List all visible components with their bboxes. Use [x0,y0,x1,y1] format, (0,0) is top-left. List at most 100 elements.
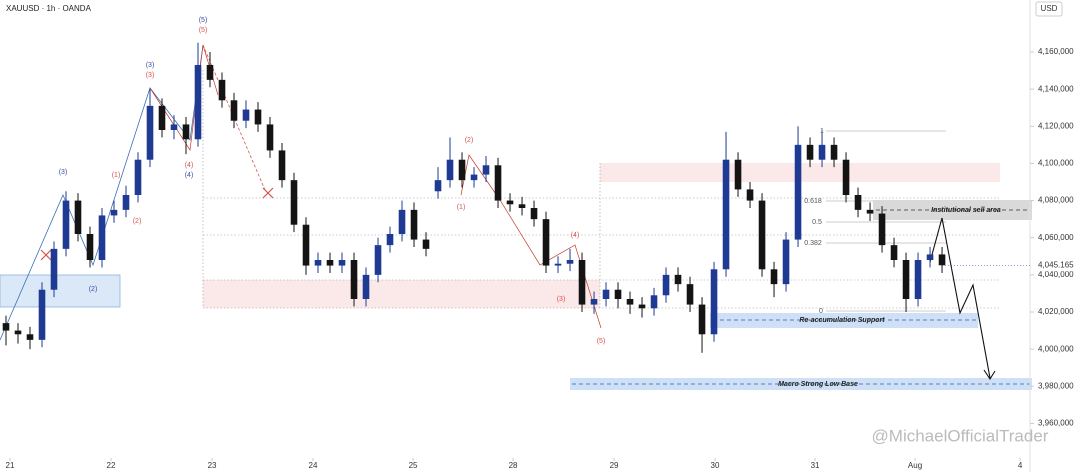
candle-body [170,124,178,130]
candle-body [434,180,442,192]
annotation: (2) [133,218,142,225]
x-tick-label: 28 [509,461,518,470]
candle-body [194,65,202,140]
candle-body [86,234,94,260]
x-tick-label: 31 [811,461,820,470]
candle-body [458,159,466,181]
candle-body [518,204,526,208]
candle-body [398,209,406,234]
currency-box [1035,1,1063,17]
y-tick-label: 4,140,000 [1038,84,1074,93]
candle-body [650,295,658,309]
candle-body [878,213,886,246]
candle-body [134,159,142,195]
candle-body [614,289,622,299]
candle-body [578,260,586,305]
x-tick-label: 29 [610,461,619,470]
candle-body [254,109,262,125]
candle-body [686,284,694,305]
annotation: (5) [199,17,208,24]
candle-body [410,209,418,240]
last-price-label: 4,045.165 [1038,260,1074,269]
candle-body [314,260,322,266]
candle-body [554,263,562,266]
candle-body [566,260,574,264]
candle-body [158,105,166,130]
y-tick-label: 4,060,000 [1038,233,1074,242]
candle-body [866,209,874,214]
candle-body [494,165,502,201]
candle-body [206,65,214,80]
candle-body [338,260,346,266]
candle-body [818,144,826,160]
candle-body [386,234,394,246]
zone-label: Macro Strong Low Base [778,381,858,388]
y-tick-label: 4,000,000 [1038,344,1074,353]
annotation: 0.382 [804,240,822,247]
annotation: (3) [557,296,566,303]
candle-body [302,224,310,266]
candle-body [446,159,454,181]
candle-body [794,144,802,240]
level-lines [202,70,1000,309]
x-tick-label: 23 [208,461,217,470]
candle-body [842,159,850,195]
candle-body [902,260,910,299]
annotation: 0 [819,308,823,315]
candle-body [638,304,646,309]
candle-body [938,254,946,266]
candle-body [914,260,922,299]
candle-body [326,260,334,266]
candle-body [782,239,790,285]
annotation: (3) [146,62,155,69]
candle-body [470,174,478,181]
candle-body [62,200,70,249]
x-tick-label: Aug [908,461,922,470]
wave-line [0,44,204,341]
candle-body [590,299,598,305]
cross-mark [40,187,274,261]
annotation: (1) [112,172,121,179]
chart-title: XAUUSD · 1h · OANDA [6,4,92,13]
annotation: (3) [146,72,155,79]
annotation: (2) [89,286,98,293]
candle-body [26,334,34,340]
candle-body [758,200,766,270]
y-tick-label: 4,120,000 [1038,121,1074,130]
projection-arrow [929,217,991,379]
candle-body [698,304,706,335]
candle-body [662,274,670,296]
annotation: (5) [199,27,208,34]
zone-label: Institutional sell area [931,207,1001,214]
x-tick-label: 21 [6,461,15,470]
candle-body [74,200,82,234]
y-tick-label: 4,020,000 [1038,307,1074,316]
zone-label: Re-accumulation Support [799,317,885,324]
candle-body [122,195,130,210]
candle-body [506,200,514,205]
watermark: @MichaelOfficialTrader [872,426,1049,445]
candle-body [290,180,298,225]
y-tick-label: 4,040,000 [1038,270,1074,279]
support-zone [710,313,978,328]
candle-body [806,144,814,160]
x-tick-label: 25 [409,461,418,470]
candle-body [422,239,430,249]
candle-body [926,254,934,260]
candle-body [710,269,718,335]
annotation: (3) [59,169,68,176]
candle-body [98,215,106,260]
candle-body [746,189,754,201]
fib-lines [826,130,946,312]
pink-zone [203,280,600,308]
candle-body [242,109,250,121]
candle-body [14,330,22,335]
sell-zone [873,200,1032,220]
support-box [0,274,121,308]
candle-body [674,274,682,285]
candle-body [230,100,238,121]
candle-body [890,245,898,260]
candle-body [110,209,118,216]
last-price-box [1032,259,1078,272]
candle-body [542,219,550,266]
